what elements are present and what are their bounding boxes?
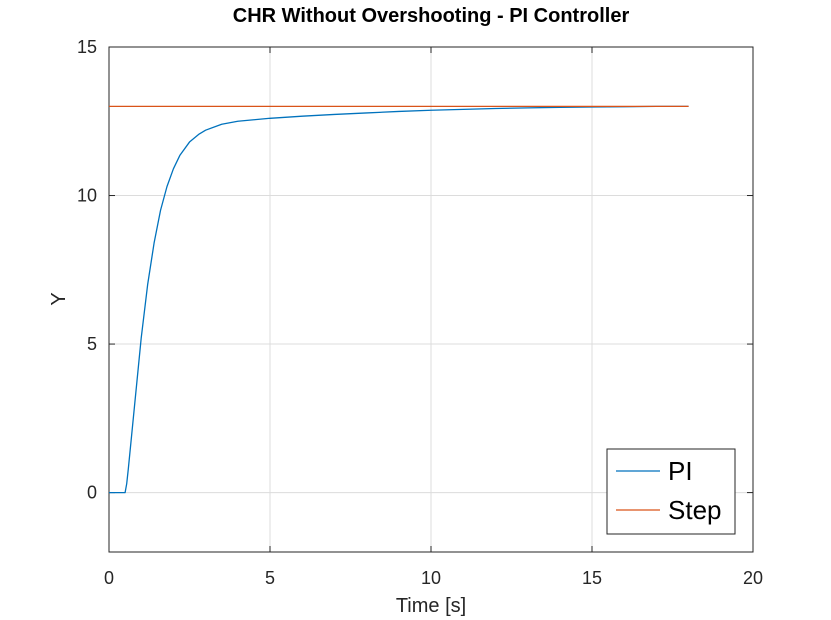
legend: PI Step <box>606 448 736 535</box>
x-tick-label: 20 <box>743 568 763 588</box>
x-axis-label: Time [s] <box>396 595 466 617</box>
legend-box <box>606 448 736 535</box>
x-tick-label: 5 <box>265 568 275 588</box>
y-tick-label: 10 <box>77 186 97 206</box>
series-line-pi <box>109 105 689 494</box>
x-tick-label: 0 <box>104 568 114 588</box>
y-axis-label: Y <box>48 292 70 305</box>
x-tick-label: 10 <box>421 568 441 588</box>
chart-title: CHR Without Overshooting - PI Controller <box>233 5 630 27</box>
legend-label-pi: PI <box>668 456 693 486</box>
y-tick-label: 5 <box>87 334 97 354</box>
tick-layer: 0 5 10 15 20 0 5 10 15 <box>77 37 763 588</box>
y-tick-label: 0 <box>87 483 97 503</box>
series-layer <box>109 105 689 494</box>
x-tick-label: 15 <box>582 568 602 588</box>
legend-label-step: Step <box>668 495 722 525</box>
y-tick-label: 15 <box>77 37 97 57</box>
